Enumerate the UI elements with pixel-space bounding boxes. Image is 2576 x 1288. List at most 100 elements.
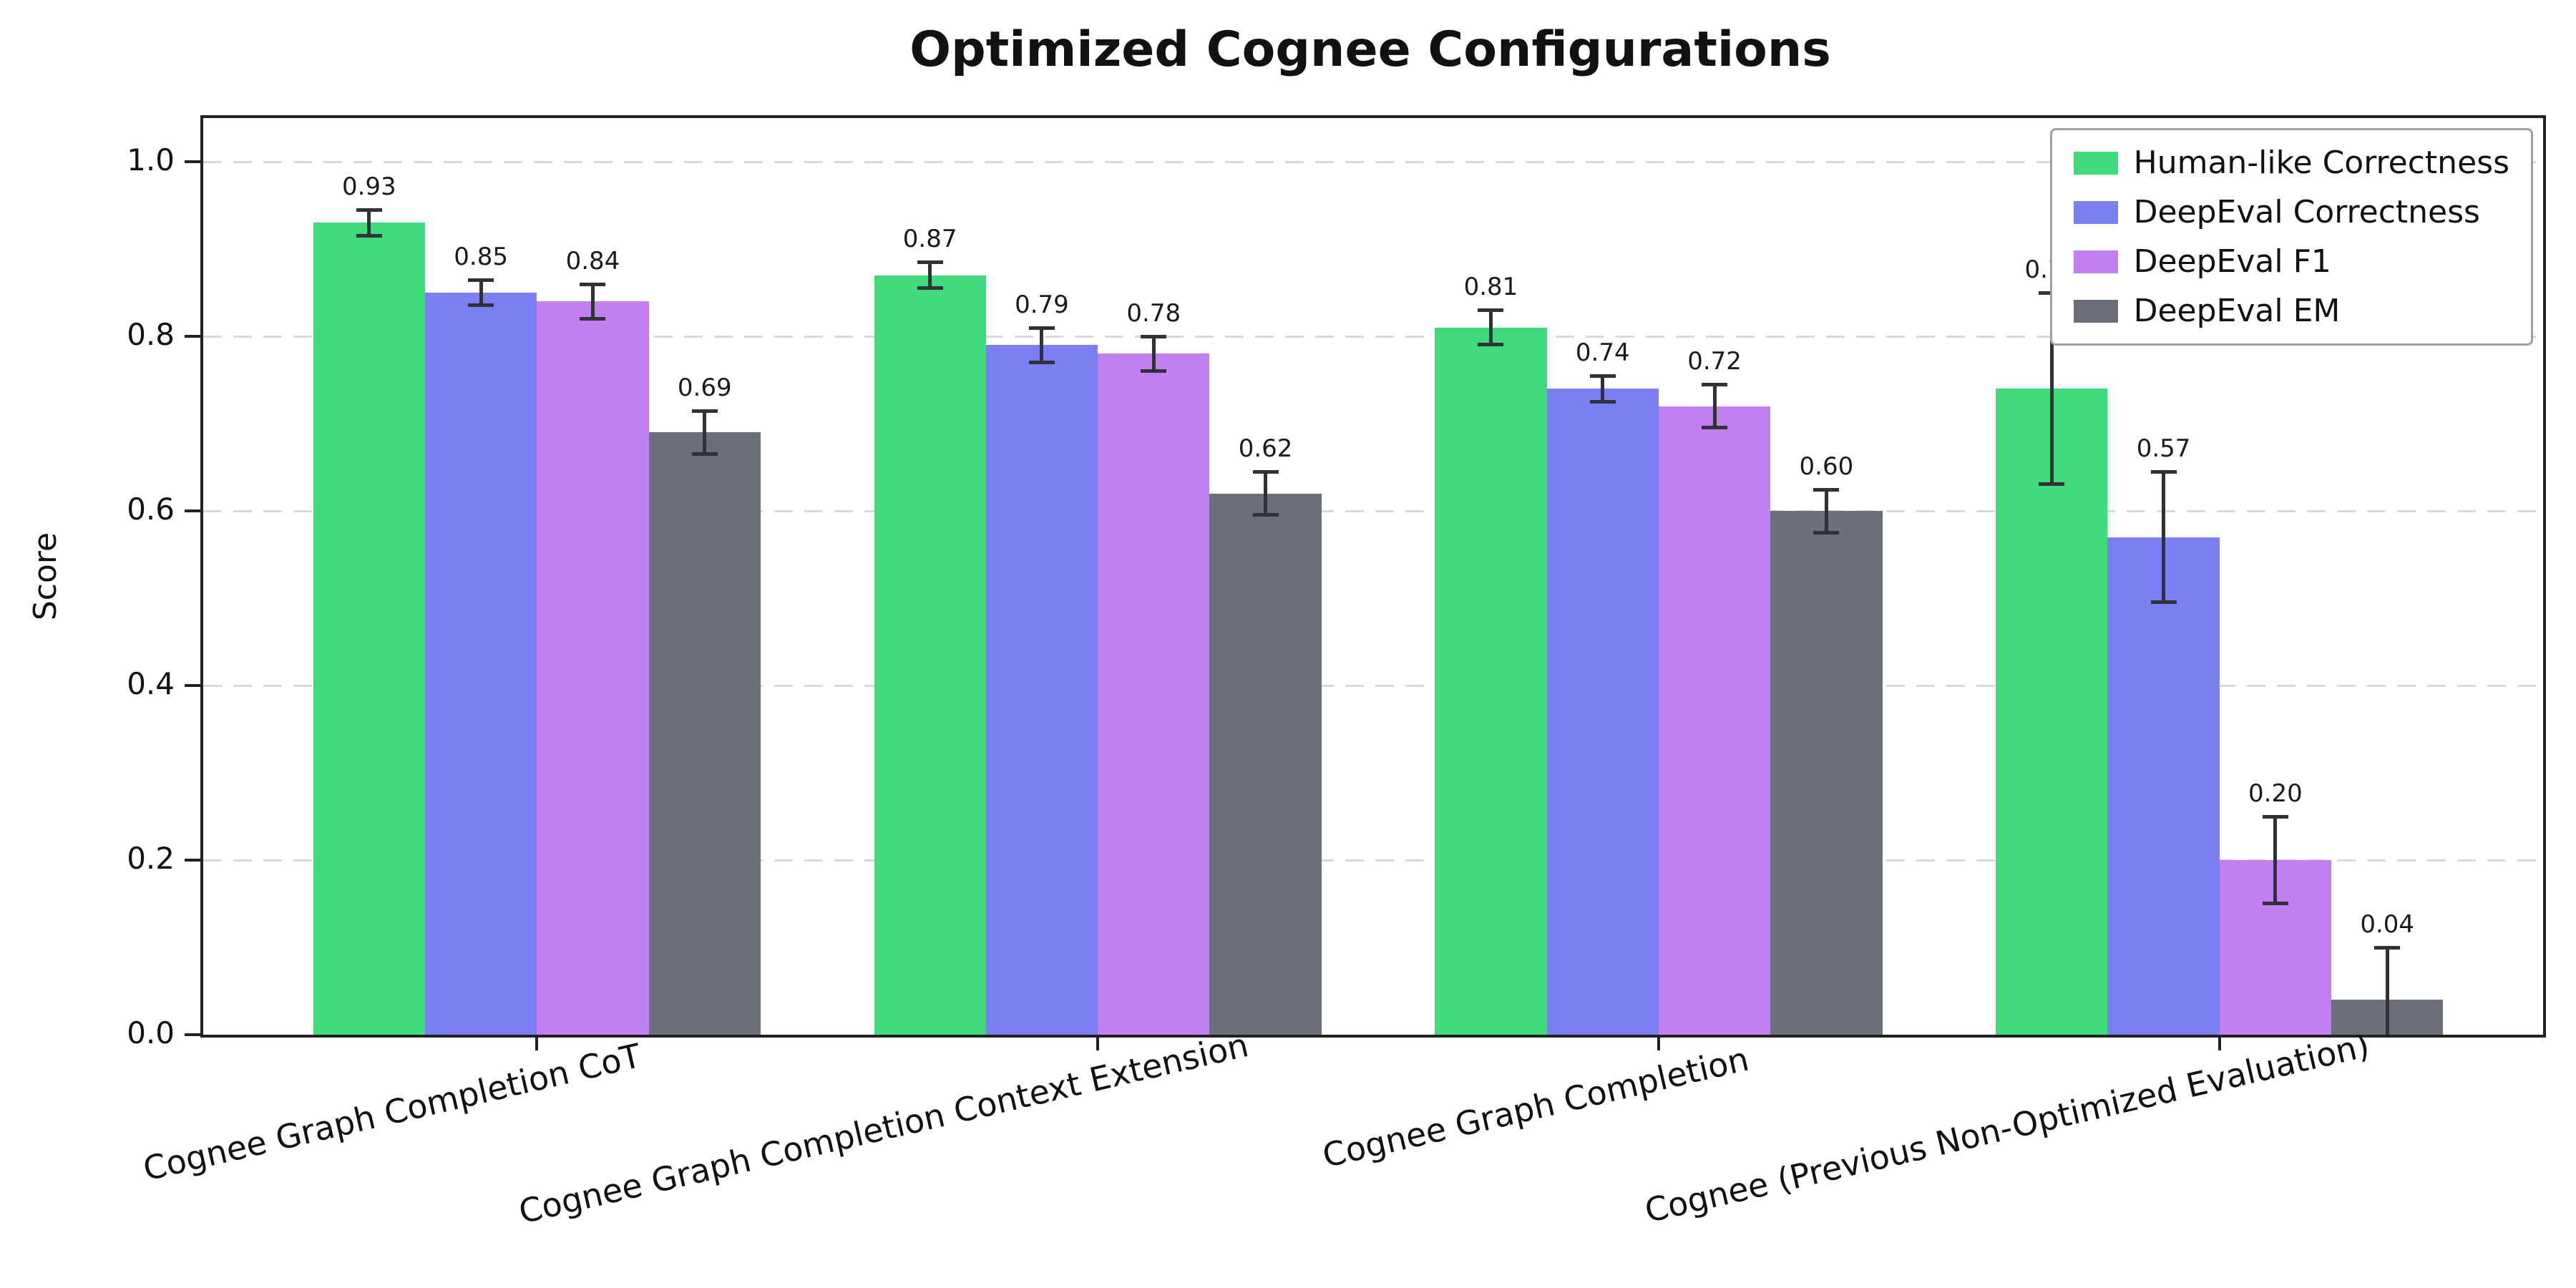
bar: [874, 275, 986, 1035]
legend-swatch: [2073, 299, 2118, 323]
x-tick-label: Cognee Graph Completion: [1319, 1039, 1752, 1176]
error-bar-line: [2385, 947, 2389, 1035]
legend-label: DeepEval EM: [2133, 293, 2341, 329]
error-bar-line: [1151, 336, 1156, 371]
error-bar-cap-top: [1252, 470, 1279, 474]
legend-label: DeepEval F1: [2133, 243, 2331, 280]
gridline: [203, 510, 2543, 512]
error-bar-cap-top: [468, 278, 494, 282]
error-bar-cap-top: [1702, 383, 1728, 387]
error-bar-cap-top: [2262, 815, 2288, 819]
error-bar-cap-bottom: [2039, 482, 2065, 487]
error-bar-line: [1040, 327, 1044, 363]
plot-area: Score Human-like Correctness DeepEval Cor…: [27, 115, 2546, 1231]
error-bar-cap-top: [691, 409, 718, 413]
error-bar-cap-bottom: [356, 233, 382, 238]
gridline: [203, 161, 2543, 163]
x-tick-label: Cognee (Previous Non-Optimized Evaluatio…: [1641, 1025, 2373, 1231]
error-bar-cap-bottom: [1478, 343, 1504, 347]
error-bar-cap-top: [2374, 946, 2401, 950]
error-bar-cap-bottom: [468, 303, 494, 308]
legend-swatch: [2073, 250, 2118, 273]
gridline: [203, 859, 2543, 862]
error-bar-cap-bottom: [917, 286, 943, 290]
bar-value-label: 0.84: [565, 246, 620, 275]
error-bar-line: [1712, 384, 1717, 429]
x-tick-label: Cognee Graph Completion CoT: [140, 1035, 645, 1189]
error-bar-line: [928, 262, 932, 288]
error-bar-cap-top: [1813, 487, 1840, 492]
y-tick-mark: [185, 335, 200, 338]
bar: [537, 301, 649, 1035]
bar: [1435, 327, 1547, 1035]
error-bar-cap-bottom: [1702, 426, 1728, 430]
y-tick-mark: [185, 684, 200, 687]
legend-swatch: [2073, 200, 2118, 224]
y-tick-mark: [185, 1033, 200, 1036]
error-bar-cap-bottom: [1141, 369, 1167, 373]
x-tick-mark: [535, 1035, 539, 1050]
error-bar-cap-top: [580, 282, 606, 286]
error-bar-cap-top: [917, 260, 943, 265]
bar: [424, 293, 537, 1035]
bar-value-label: 0.81: [1463, 273, 1518, 302]
legend-entry: DeepEval F1: [2073, 243, 2509, 280]
x-tick-mark: [2218, 1035, 2221, 1050]
bar-value-label: 0.69: [677, 373, 732, 402]
y-tick-label: 0.6: [127, 492, 175, 527]
bar: [1209, 493, 1322, 1035]
bar: [648, 432, 761, 1035]
error-bar-cap-bottom: [580, 316, 606, 321]
legend-label: Human-like Correctness: [2133, 145, 2509, 181]
error-bar-line: [367, 210, 371, 236]
error-bar-line: [2049, 293, 2054, 485]
error-bar-cap-top: [1028, 326, 1055, 330]
error-bar-line: [590, 283, 595, 319]
error-bar-line: [1264, 472, 1268, 516]
legend-entry: DeepEval EM: [2073, 293, 2509, 329]
error-bar-cap-top: [1589, 374, 1616, 378]
error-bar-cap-top: [2150, 470, 2177, 474]
bar-value-label: 0.79: [1015, 290, 1069, 319]
x-tick-mark: [1657, 1035, 1660, 1050]
gridline: [203, 685, 2543, 687]
error-bar-cap-bottom: [1813, 530, 1840, 535]
error-bar-cap-bottom: [1589, 399, 1616, 404]
y-tick-mark: [185, 509, 200, 512]
error-bar-line: [479, 279, 483, 306]
bar-value-label: 0.57: [2136, 434, 2191, 464]
error-bar-cap-bottom: [1028, 360, 1055, 364]
bar: [985, 345, 1098, 1035]
bar: [1996, 389, 2108, 1035]
error-bar-line: [2162, 472, 2166, 603]
legend: Human-like Correctness DeepEval Correctne…: [2049, 128, 2533, 346]
error-bar-line: [2273, 816, 2278, 904]
x-tick-mark: [1096, 1035, 1100, 1050]
bar-value-label: 0.20: [2248, 779, 2303, 808]
bar: [1098, 353, 1210, 1035]
error-bar-cap-top: [356, 208, 382, 213]
y-tick-label: 0.8: [127, 317, 175, 352]
error-bar-line: [1824, 489, 1828, 533]
bar: [1546, 389, 1659, 1035]
bar-value-label: 0.62: [1238, 434, 1293, 464]
bar-value-label: 0.74: [1575, 338, 1630, 367]
legend-label: DeepEval Correctness: [2133, 194, 2480, 230]
bar-value-label: 0.72: [1687, 347, 1742, 376]
legend-entry: DeepEval Correctness: [2073, 194, 2509, 230]
y-axis-label-wrap: Score: [0, 118, 189, 1035]
bar: [313, 223, 425, 1035]
legend-swatch: [2073, 151, 2118, 175]
bar-value-label: 0.04: [2360, 910, 2415, 939]
error-bar-cap-bottom: [2262, 902, 2288, 905]
bar-value-label: 0.87: [902, 225, 957, 254]
error-bar-cap-bottom: [691, 452, 718, 456]
y-tick-label: 0.0: [127, 1015, 175, 1050]
error-bar-line: [1488, 310, 1493, 346]
error-bar-line: [1601, 375, 1605, 402]
error-bar-cap-bottom: [2150, 600, 2177, 605]
bar-value-label: 0.60: [1799, 452, 1854, 481]
bar: [2107, 537, 2220, 1035]
chart-title: Optimized Cognee Configurations: [909, 21, 1831, 78]
y-tick-mark: [185, 859, 200, 862]
